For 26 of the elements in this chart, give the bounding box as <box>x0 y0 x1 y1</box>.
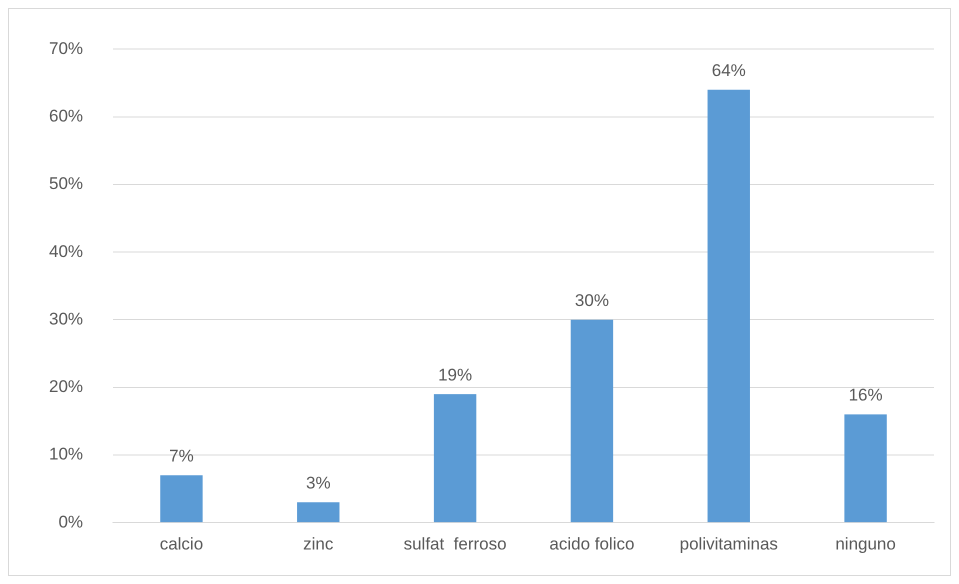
data-label: 7% <box>169 446 194 466</box>
data-label: 16% <box>848 386 883 405</box>
x-tick-label: acido folico <box>549 534 634 554</box>
data-label: 3% <box>306 474 331 492</box>
y-tick-label: 40% <box>48 242 84 261</box>
bar <box>297 502 340 522</box>
data-label: 64% <box>712 60 746 80</box>
x-tick-label: sulfat ferroso <box>404 534 507 554</box>
data-label: 19% <box>438 365 472 384</box>
y-tick-label: 30% <box>48 309 84 328</box>
bar <box>570 320 614 522</box>
y-tick-label: 60% <box>48 106 84 126</box>
x-tick-label: calcio <box>160 534 204 554</box>
y-tick-label: 70% <box>48 38 84 58</box>
bar <box>160 475 203 522</box>
y-tick-label: 50% <box>48 174 84 194</box>
x-tick-label: ninguno <box>835 534 896 554</box>
data-label: 30% <box>574 290 609 310</box>
y-tick-label: 10% <box>48 444 84 464</box>
x-tick-label: polivitaminas <box>680 534 778 554</box>
bar <box>844 414 887 522</box>
x-tick-label: zinc <box>303 534 334 554</box>
y-tick-label: 0% <box>58 512 84 532</box>
bar <box>708 90 750 522</box>
bar <box>434 394 476 522</box>
y-tick-label: 20% <box>48 377 84 396</box>
